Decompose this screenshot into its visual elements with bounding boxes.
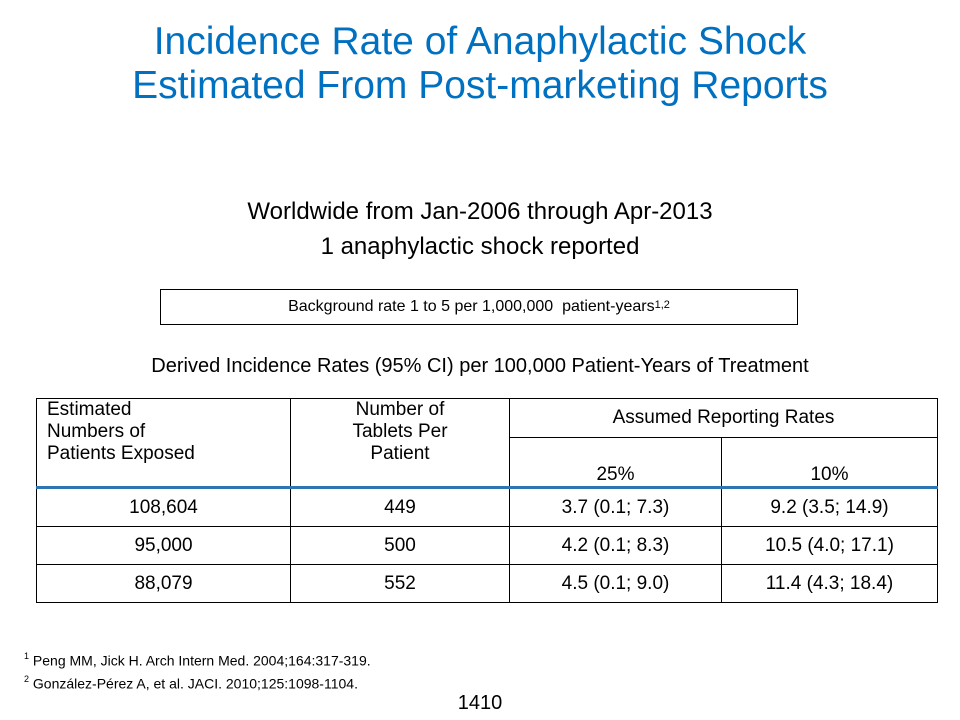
cell-tablets: 449 xyxy=(290,487,510,527)
background-rate-citation: 1,2 xyxy=(654,299,670,311)
slide-title-line1: Incidence Rate of Anaphylactic Shock xyxy=(153,20,807,63)
table-row: 95,000 500 4.2 (0.1; 8.3) 10.5 (4.0; 17.… xyxy=(36,526,938,565)
cell-rate-10: 11.4 (4.3; 18.4) xyxy=(721,564,938,603)
footnotes: 1 Peng MM, Jick H. Arch Intern Med. 2004… xyxy=(24,648,371,693)
slide-title-line2: Estimated From Post-marketing Reports xyxy=(132,64,828,107)
table-subheader-row: 25% 10% xyxy=(37,437,938,489)
table-row: 88,079 552 4.5 (0.1; 9.0) 11.4 (4.3; 18.… xyxy=(36,564,938,603)
header-rate-25: 25% xyxy=(509,437,722,489)
derived-rates-heading: Derived Incidence Rates (95% CI) per 100… xyxy=(151,355,809,377)
footnote-1: 1 Peng MM, Jick H. Arch Intern Med. 2004… xyxy=(24,651,371,669)
subtitle-line2: 1 anaphylactic shock reported xyxy=(320,233,640,260)
incidence-table: Estimated Numbers of Patients Exposed Nu… xyxy=(36,398,938,603)
cell-patients: 88,079 xyxy=(36,564,291,603)
header-assumed-reporting-rates: Assumed Reporting Rates xyxy=(509,398,938,438)
cell-patients: 95,000 xyxy=(36,526,291,565)
header-tablets-per-patient: Number of Tablets Per Patient xyxy=(290,398,510,489)
cell-rate-25: 4.2 (0.1; 8.3) xyxy=(509,526,722,565)
cell-tablets: 552 xyxy=(290,564,510,603)
background-rate-box: Background rate 1 to 5 per 1,000,000 pat… xyxy=(160,289,798,325)
cell-rate-25: 3.7 (0.1; 7.3) xyxy=(509,487,722,527)
slide-title: Incidence Rate of Anaphylactic Shock Est… xyxy=(0,20,960,108)
header-rate-10: 10% xyxy=(721,437,938,489)
footnote-2: 2 González-Pérez A, et al. JACI. 2010;12… xyxy=(24,673,358,692)
cell-rate-10: 9.2 (3.5; 14.9) xyxy=(721,487,938,527)
subtitle-line1: Worldwide from Jan-2006 through Apr-2013 xyxy=(247,198,713,225)
table-header-row: Estimated Numbers of Patients Exposed Nu… xyxy=(36,398,938,489)
cell-tablets: 500 xyxy=(290,526,510,565)
slide-subtitle: Worldwide from Jan-2006 through Apr-2013… xyxy=(0,194,960,264)
cell-rate-25: 4.5 (0.1; 9.0) xyxy=(509,564,722,603)
background-rate-text: Background rate 1 to 5 per 1,000,000 pat… xyxy=(288,298,655,315)
header-patients-exposed: Estimated Numbers of Patients Exposed xyxy=(36,398,291,489)
cell-patients: 108,604 xyxy=(36,487,291,527)
table-row: 108,604 449 3.7 (0.1; 7.3) 9.2 (3.5; 14.… xyxy=(36,487,938,527)
page-number: 1410 xyxy=(457,692,503,714)
cell-rate-10: 10.5 (4.0; 17.1) xyxy=(721,526,938,565)
